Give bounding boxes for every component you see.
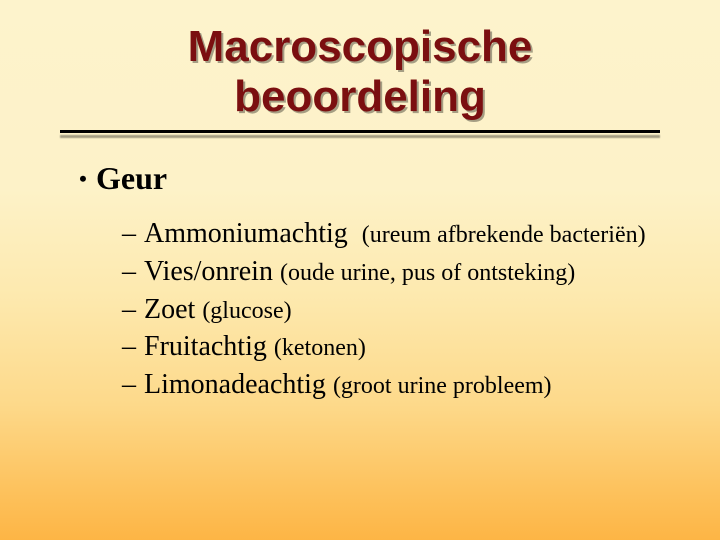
bullet-dot-icon: • <box>70 166 96 192</box>
bullet-level2: –Limonadeachtig (groot urine probleem) <box>122 366 670 404</box>
item-note: (ketonen) <box>274 335 366 361</box>
slide-body: •Geur –Ammoniumachtig (ureum afbrekende … <box>70 160 670 404</box>
slide-title: Macroscopische beoordeling <box>60 22 660 133</box>
item-note: (oude urine, pus of ontsteking) <box>280 260 575 286</box>
item-note: (groot urine probleem) <box>333 373 552 399</box>
dash-icon: – <box>122 215 144 253</box>
bullet-level2: –Zoet (glucose) <box>122 291 670 329</box>
slide: Macroscopische beoordeling •Geur –Ammoni… <box>0 0 720 540</box>
bullet-level2: –Vies/onrein (oude urine, pus of ontstek… <box>122 253 670 291</box>
dash-icon: – <box>122 253 144 291</box>
title-container: Macroscopische beoordeling <box>60 22 660 133</box>
dash-icon: – <box>122 291 144 329</box>
bullet-level2: –Ammoniumachtig (ureum afbrekende bacter… <box>122 215 670 253</box>
item-term: Vies/onrein <box>144 256 273 287</box>
item-term: Limonadeachtig <box>144 369 326 400</box>
item-term: Ammoniumachtig <box>144 218 348 249</box>
level1-heading: Geur <box>96 160 167 196</box>
dash-icon: – <box>122 366 144 404</box>
dash-icon: – <box>122 328 144 366</box>
item-term: Zoet <box>144 294 195 325</box>
bullet-level1: •Geur <box>70 160 670 197</box>
item-note: (glucose) <box>202 298 291 324</box>
item-note: (ureum afbrekende bacteriën) <box>362 222 646 248</box>
bullet-level2: –Fruitachtig (ketonen) <box>122 328 670 366</box>
item-term: Fruitachtig <box>144 331 267 362</box>
